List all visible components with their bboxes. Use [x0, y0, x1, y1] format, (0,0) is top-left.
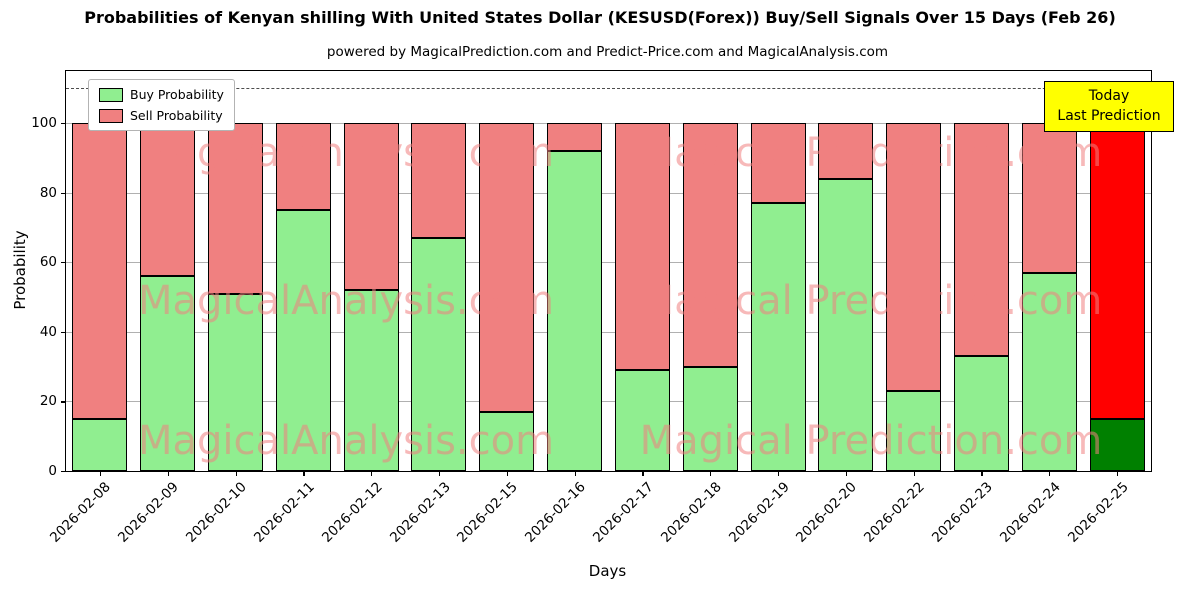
bar-buy-segment [1089, 418, 1145, 471]
x-tick-label: 2026-02-20 [793, 479, 861, 546]
bar-sell-segment [411, 123, 467, 238]
bar-buy-segment [547, 151, 603, 471]
y-tick-label: 60 [39, 254, 57, 271]
bar-sell-segment [750, 123, 806, 204]
y-tick-mark [61, 471, 66, 473]
bar-buy-segment [886, 391, 942, 471]
x-tick-label: 2026-02-15 [454, 479, 522, 546]
y-tick-label: 20 [39, 393, 57, 410]
y-tick-label: 100 [31, 115, 57, 132]
y-tick-mark [61, 123, 66, 125]
bar-sell-segment [343, 123, 399, 291]
chart-subtitle: powered by MagicalPrediction.com and Pre… [326, 44, 889, 60]
chart-title: Probabilities of Kenyan shilling With Un… [84, 8, 1116, 27]
x-tick-label: 2026-02-11 [250, 479, 318, 546]
bar-buy-segment [953, 356, 1009, 471]
x-tick-mark [371, 471, 373, 476]
x-tick-mark [710, 471, 712, 476]
legend-label-sell: Sell Probability [130, 108, 223, 123]
y-tick-mark [61, 331, 66, 334]
y-tick-label: 80 [39, 184, 57, 201]
today-annotation-line2: Last Prediction [1057, 108, 1161, 125]
x-tick-label: 2026-02-12 [318, 479, 386, 546]
bar-sell-segment [275, 123, 331, 211]
bar-sell-segment [953, 123, 1009, 357]
grid-line [66, 401, 1151, 403]
grid-line [66, 331, 1151, 333]
grid-line [66, 123, 1151, 125]
plot-area: 0 20 40 60 80 100 2026-02-08 2026-02-09 2026-02-… [31, 70, 1174, 546]
x-tick-label: 2026-02-09 [115, 479, 183, 546]
x-tick-mark [99, 471, 102, 476]
bar-buy-segment [72, 418, 128, 471]
bar-buy-segment [750, 203, 806, 471]
x-tick-mark [845, 471, 848, 476]
x-tick-mark [642, 471, 644, 476]
bar-buy-segment [208, 293, 264, 471]
buy-probability-swatch [99, 87, 123, 102]
bar-buy-segment [343, 290, 399, 471]
x-tick-mark [913, 471, 915, 476]
x-tick-label: 2026-02-08 [47, 479, 115, 546]
x-tick-label: 2026-02-24 [996, 479, 1064, 546]
x-tick-label: 2026-02-23 [928, 479, 996, 546]
y-tick-label: 40 [39, 323, 57, 340]
bar-sell-segment [72, 123, 128, 419]
x-axis-label: Days [588, 562, 627, 580]
legend-label-buy: Buy Probability [130, 87, 224, 102]
bar-sell-segment [479, 123, 535, 412]
x-tick-mark [1049, 471, 1051, 476]
bar-sell-segment [547, 123, 603, 151]
bar-sell-segment [208, 123, 264, 294]
x-tick-mark [778, 471, 780, 476]
today-annotation: Today Last Prediction [1044, 81, 1174, 132]
bar-buy-segment [411, 237, 467, 471]
x-tick-mark [981, 471, 983, 476]
bar-sell-segment [682, 123, 738, 367]
x-tick-mark [1117, 471, 1119, 476]
grid-line [66, 192, 1151, 194]
bar-sell-segment [886, 123, 942, 391]
bar-buy-segment [682, 366, 738, 471]
bar-buy-segment [140, 276, 196, 471]
y-tick-mark [61, 401, 66, 403]
x-tick-mark [167, 471, 169, 476]
x-tick-mark [506, 471, 508, 476]
bar-sell-segment [140, 123, 196, 277]
bar-buy-segment [275, 210, 331, 471]
x-tick-label: 2026-02-10 [183, 479, 250, 546]
dashed-threshold-line [66, 88, 1151, 90]
x-tick-mark [235, 471, 237, 476]
x-tick-label: 2026-02-25 [1064, 479, 1132, 546]
today-annotation-line1: Today [1088, 88, 1130, 104]
x-tick-mark [438, 471, 441, 476]
x-tick-mark [303, 471, 305, 476]
y-tick-mark [61, 262, 66, 264]
legend-item-sell: Sell Probability [99, 108, 224, 123]
legend-item-buy: Buy Probability [99, 87, 224, 102]
bar-buy-segment [1021, 272, 1077, 471]
x-tick-mark [574, 471, 576, 476]
bar-buy-segment [818, 178, 874, 471]
x-tick-label: 2026-02-18 [657, 479, 725, 546]
sell-probability-swatch [99, 108, 123, 123]
bar-sell-segment [1021, 123, 1077, 273]
x-tick-label: 2026-02-22 [861, 479, 928, 546]
legend: Buy Probability Sell Probability [88, 79, 235, 131]
bar-buy-segment [614, 370, 670, 471]
x-tick-label: 2026-02-17 [589, 479, 657, 546]
grid-line [66, 262, 1151, 264]
x-tick-label: 2026-02-16 [522, 479, 589, 546]
bar-sell-segment [818, 123, 874, 179]
bar-sell-segment [614, 123, 670, 371]
bar-sell-segment [1089, 88, 1145, 419]
x-tick-label: 2026-02-13 [386, 479, 454, 546]
x-tick-label: 2026-02-19 [725, 479, 793, 546]
y-tick-mark [61, 192, 66, 194]
y-tick-label: 0 [48, 463, 57, 479]
bar-buy-segment [479, 411, 535, 471]
